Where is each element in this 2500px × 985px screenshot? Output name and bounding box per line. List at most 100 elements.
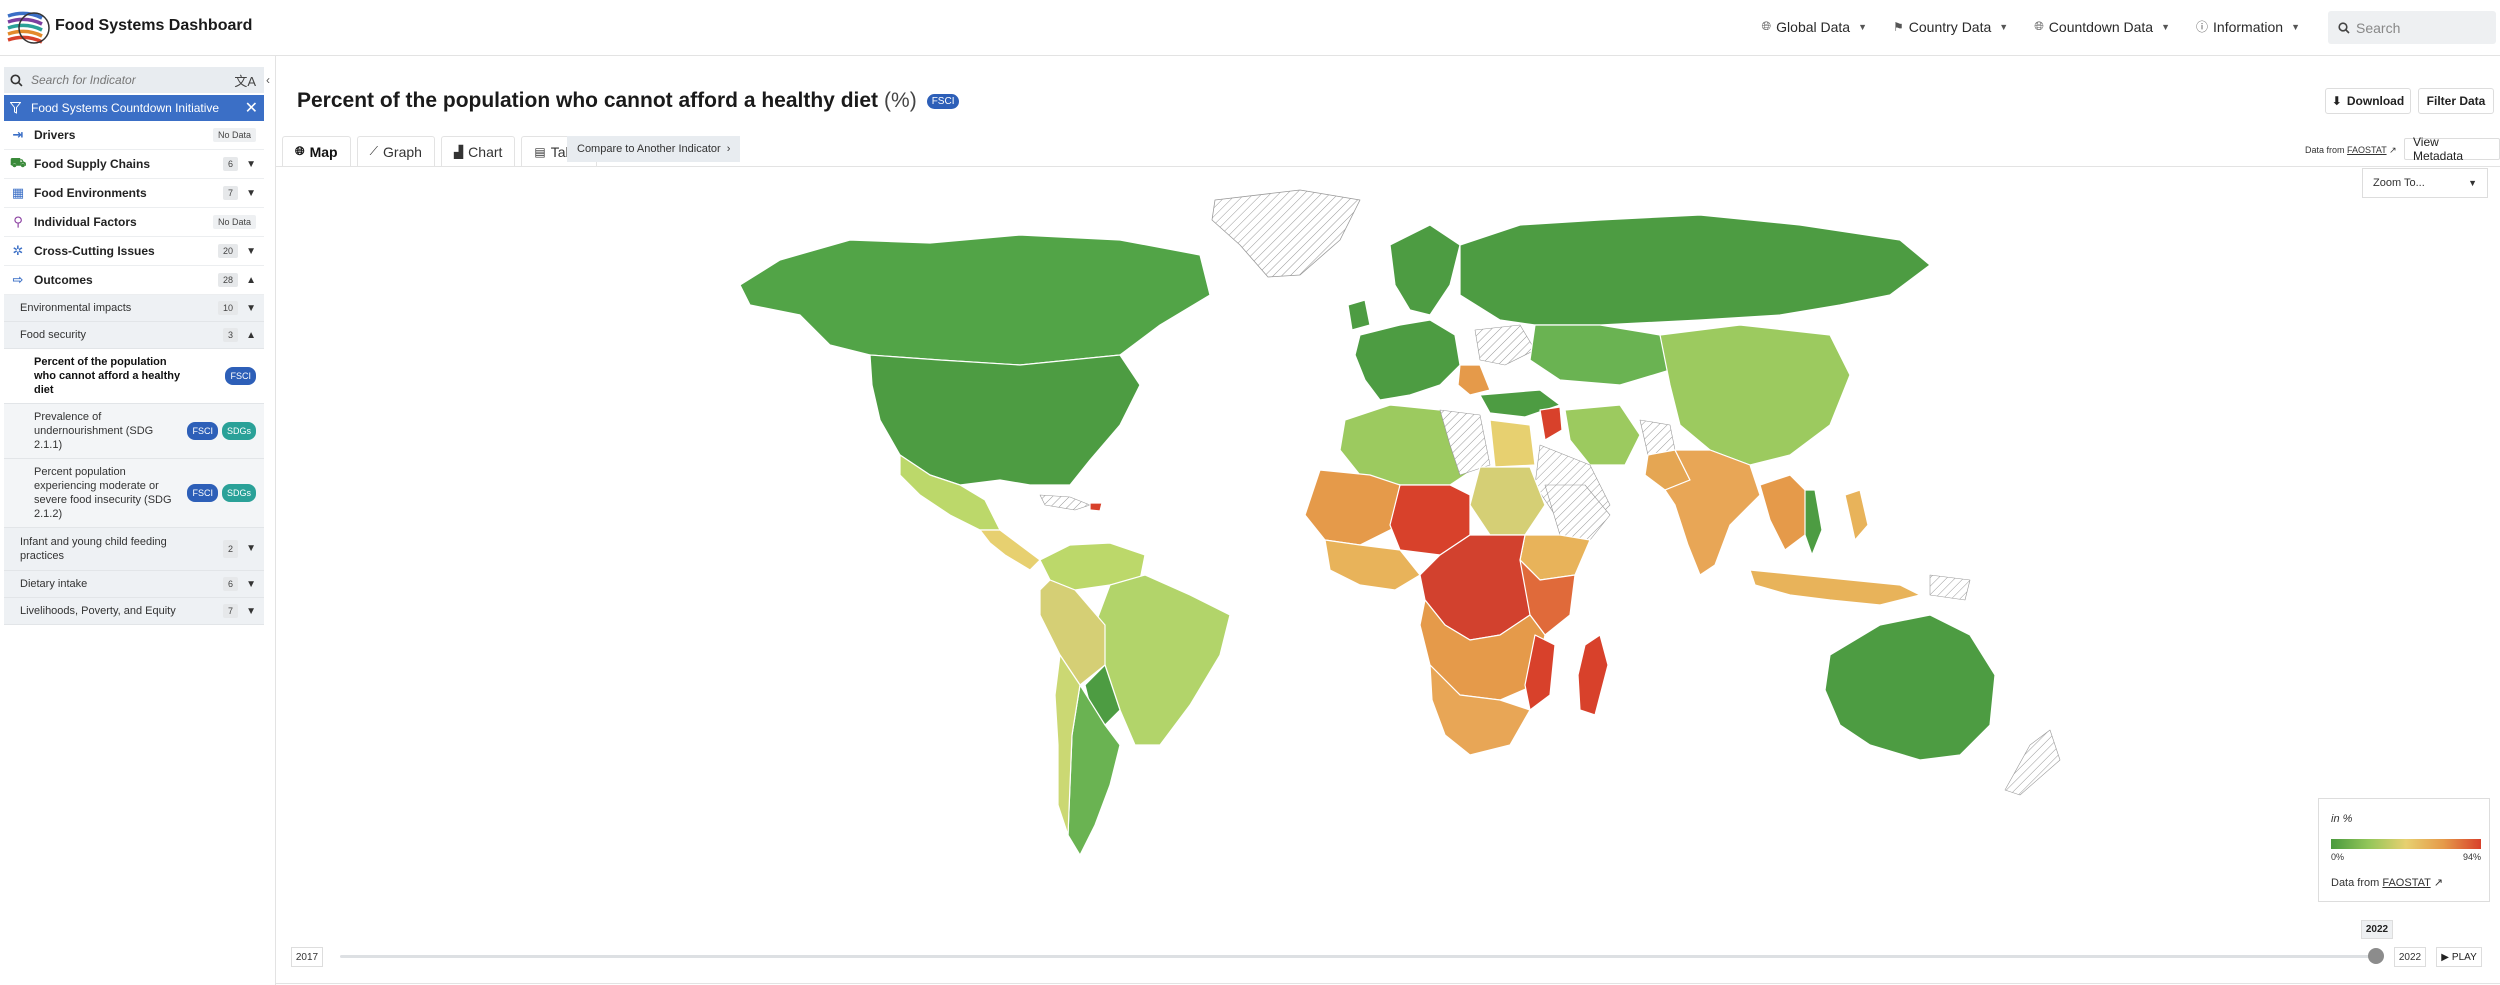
zoom-select[interactable]: Zoom To... ▼ — [2362, 168, 2488, 198]
category-individual-factors[interactable]: ⚲ Individual Factors No Data — [4, 208, 264, 237]
subcategory-label: Dietary intake — [20, 578, 88, 590]
subcategory-food-security[interactable]: Food security 3 ▲ — [4, 322, 264, 349]
external-link-icon: ↗ — [2433, 877, 2443, 889]
subcategory-infant-feeding[interactable]: Infant and young child feeding practices… — [4, 528, 264, 571]
region-greenland[interactable] — [1211, 189, 1361, 278]
region-south-africa[interactable] — [1429, 664, 1531, 756]
timeline-track[interactable] — [340, 955, 2380, 958]
category-outcomes[interactable]: ⇨ Outcomes 28 ▲ — [4, 266, 264, 295]
brand-title[interactable]: Food Systems Dashboard — [55, 17, 253, 34]
outcomes-icon: ⇨ — [12, 272, 24, 287]
region-libya[interactable] — [1439, 409, 1491, 476]
region-sahel-west[interactable] — [1304, 469, 1401, 546]
subcategory-label: Livelihoods, Poverty, and Equity — [20, 605, 176, 617]
region-central-america[interactable] — [979, 529, 1041, 571]
region-caribbean[interactable] — [1039, 494, 1091, 511]
region-chile-strip[interactable] — [1054, 654, 1081, 836]
fsci-tag: FSCI — [187, 422, 218, 440]
indicator-undernourishment[interactable]: Prevalence of undernourishment (SDG 2.1.… — [4, 404, 264, 459]
category-label: Cross-Cutting Issues — [34, 244, 155, 258]
flag-icon: ⚑ — [1893, 19, 1904, 34]
tab-map[interactable]: 🌐︎ Map — [282, 136, 351, 166]
subcategory-livelihoods[interactable]: Livelihoods, Poverty, and Equity 7 ▼ — [4, 598, 264, 625]
divider — [275, 56, 276, 985]
region-uk[interactable] — [1347, 299, 1371, 331]
nav-countdown-data[interactable]: 🌐︎ Countdown Data ▼ — [2034, 18, 2170, 35]
legend-color-scale — [2331, 839, 2481, 849]
view-metadata-button[interactable]: View Metadata — [2404, 135, 2500, 163]
category-cross-cutting-issues[interactable]: ✲ Cross-Cutting Issues 20 ▼ — [4, 237, 264, 266]
nav-information[interactable]: ⓘ Information ▼ — [2196, 18, 2300, 35]
region-haiti[interactable] — [1089, 502, 1103, 512]
legend-source-link[interactable]: FAOSTAT — [2382, 877, 2431, 889]
count-badge: 6 — [222, 577, 238, 591]
region-west-coast[interactable] — [1324, 539, 1421, 591]
play-button[interactable]: ▶ PLAY — [2436, 947, 2482, 967]
region-russia[interactable] — [1459, 214, 1931, 326]
region-canada[interactable] — [739, 234, 1211, 366]
nav-countdown-data-label: Countdown Data — [2048, 18, 2154, 35]
close-icon[interactable]: ✕ — [244, 100, 258, 117]
region-afghanistan[interactable] — [1639, 419, 1676, 456]
region-india[interactable] — [1664, 449, 1761, 576]
region-ukraine-belarus[interactable] — [1474, 324, 1536, 366]
category-drivers[interactable]: ⇥ Drivers No Data — [4, 121, 264, 150]
legend-max: 94% — [2462, 852, 2481, 862]
collapse-sidebar-icon[interactable]: ‹ — [266, 73, 270, 87]
count-badge: 28 — [217, 273, 238, 287]
region-new-zealand[interactable] — [2004, 729, 2061, 796]
nav-global-data[interactable]: 🌐︎ Global Data ▼ — [1762, 18, 1867, 35]
region-mongolia-china[interactable] — [1659, 324, 1851, 466]
search-input[interactable] — [2356, 19, 2486, 36]
world-choropleth-map[interactable] — [600, 185, 2200, 875]
page-title: Percent of the population who cannot aff… — [297, 89, 960, 113]
indicator-search-placeholder: Search for Indicator — [31, 73, 136, 87]
subcategory-environmental-impacts[interactable]: Environmental impacts 10 ▼ — [4, 295, 264, 322]
indicator-food-insecurity[interactable]: Percent population experiencing moderate… — [4, 459, 264, 528]
tab-graph[interactable]: ⟋ Graph — [356, 136, 435, 166]
category-food-supply-chains[interactable]: ⛟ Food Supply Chains 6 ▼ — [4, 150, 264, 179]
download-button[interactable]: ⬇ Download — [2325, 88, 2411, 114]
region-southeast-asia[interactable] — [1759, 474, 1811, 551]
region-scandinavia[interactable] — [1389, 224, 1461, 316]
food-systems-logo-icon[interactable] — [4, 6, 50, 50]
zoom-label: Zoom To... — [2373, 177, 2425, 189]
data-source-link[interactable]: FAOSTAT — [2347, 145, 2387, 155]
region-brazil[interactable] — [1094, 574, 1231, 746]
sdgs-tag: SDGs — [221, 422, 256, 440]
region-iran[interactable] — [1564, 404, 1641, 466]
indicator-tags: FSCI — [225, 367, 256, 385]
region-sudan[interactable] — [1469, 466, 1546, 536]
subcategory-dietary-intake[interactable]: Dietary intake 6 ▼ — [4, 571, 264, 598]
region-horn[interactable] — [1544, 484, 1611, 541]
region-mozambique[interactable] — [1524, 634, 1556, 711]
region-usa[interactable] — [869, 354, 1141, 486]
nav-country-data[interactable]: ⚑ Country Data ▼ — [1893, 18, 2008, 35]
region-philippines[interactable] — [1844, 489, 1869, 541]
tab-label: Map — [309, 143, 338, 160]
region-vietnam[interactable] — [1804, 489, 1823, 556]
count-badge: 2 — [222, 540, 238, 558]
region-western-europe[interactable] — [1354, 319, 1461, 401]
indicator-healthy-diet[interactable]: Percent of the population who cannot aff… — [4, 349, 264, 404]
bottom-divider — [276, 983, 2500, 984]
translate-icon[interactable]: 文A — [234, 73, 256, 89]
tab-chart[interactable]: ▟ Chart — [440, 136, 516, 166]
region-egypt[interactable] — [1489, 419, 1536, 468]
subcategory-label: Food security — [20, 329, 87, 341]
region-madagascar[interactable] — [1577, 634, 1609, 716]
compare-indicator-button[interactable]: Compare to Another Indicator › — [567, 136, 741, 162]
region-balkans[interactable] — [1457, 364, 1491, 396]
category-food-environments[interactable]: ▦ Food Environments 7 ▼ — [4, 179, 264, 208]
timeline-handle[interactable] — [2368, 948, 2384, 964]
region-peru-bolivia[interactable] — [1039, 579, 1106, 686]
region-png[interactable] — [1929, 574, 1971, 601]
store-icon: ▦ — [11, 185, 25, 200]
region-indonesia[interactable] — [1749, 569, 1921, 606]
region-syria[interactable] — [1539, 406, 1563, 441]
region-kazakhstan[interactable] — [1529, 324, 1671, 386]
region-australia[interactable] — [1824, 614, 1996, 761]
indicator-search[interactable]: Search for Indicator 文A — [4, 67, 264, 93]
filter-data-button[interactable]: Filter Data — [2418, 88, 2494, 114]
count-badge: 6 — [222, 157, 238, 171]
